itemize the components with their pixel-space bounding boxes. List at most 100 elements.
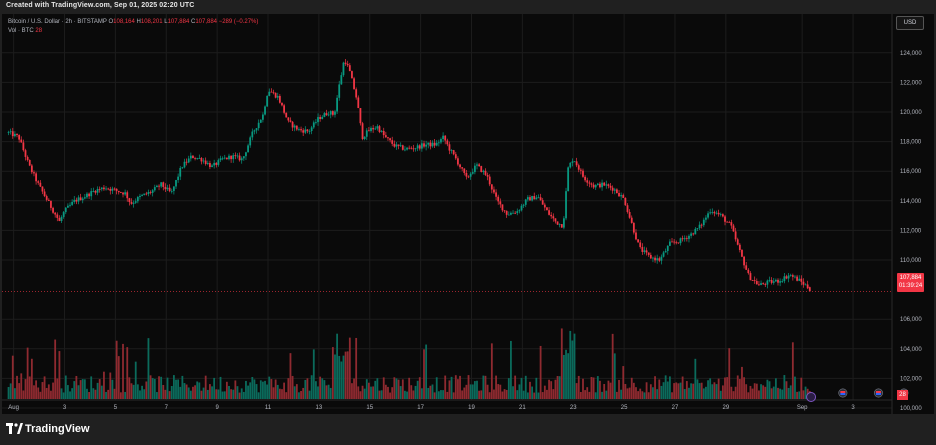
- volume-bar: [713, 382, 716, 399]
- candle-body: [304, 129, 307, 133]
- volume-bar: [181, 375, 184, 399]
- candle-body: [315, 122, 317, 123]
- candle-body: [228, 155, 230, 160]
- candle-body: [624, 197, 627, 206]
- y-tick-label: 118,000: [900, 140, 922, 146]
- candle-body: [179, 167, 182, 177]
- volume-bar: [266, 384, 269, 399]
- volume-bar: [452, 392, 455, 399]
- candle-body: [219, 158, 222, 161]
- candle-body: [431, 142, 434, 147]
- candle-body: [300, 129, 302, 131]
- volume-bar: [798, 391, 801, 399]
- candle-body: [690, 233, 692, 236]
- volume-bar: [28, 376, 31, 399]
- candle-body: [804, 284, 807, 286]
- legend-l-label: L: [164, 19, 168, 25]
- volume-bar: [414, 385, 417, 399]
- volume-bar: [596, 376, 599, 399]
- volume-bar: [367, 382, 370, 399]
- volume-bar: [448, 380, 451, 399]
- volume-bar: [442, 390, 444, 399]
- candle-body: [209, 163, 211, 168]
- volume-bar: [170, 385, 173, 399]
- volume-bar: [745, 384, 748, 399]
- candle-body: [64, 207, 67, 213]
- volume-bar: [35, 380, 37, 399]
- candle-body: [334, 111, 336, 115]
- volume-bar: [348, 337, 351, 399]
- legend-h-value: 108,201: [140, 19, 163, 25]
- volume-bar: [579, 391, 582, 399]
- price-chart[interactable]: 124,000 122,000 120,000 118,000 116,000 114,0…: [2, 14, 934, 414]
- candle-body: [741, 249, 743, 257]
- volume-bar: [507, 378, 510, 399]
- candle-body: [96, 189, 99, 193]
- candle-body: [365, 130, 368, 137]
- candle-body: [721, 214, 724, 217]
- volume-bar: [743, 377, 745, 399]
- volume-bar: [471, 384, 474, 399]
- candle-body: [166, 187, 169, 190]
- currency-button[interactable]: USD: [896, 16, 924, 30]
- candle-body: [94, 190, 97, 193]
- volume-bar: [370, 386, 372, 399]
- volume-bar: [245, 380, 247, 399]
- candle-body: [592, 184, 595, 188]
- chart-pane[interactable]: 124,000 122,000 120,000 118,000 116,000 114,0…: [2, 14, 934, 414]
- volume-bar: [524, 375, 527, 399]
- volume-bar: [569, 330, 572, 399]
- volume-bar: [726, 377, 729, 399]
- x-tick-label: 7: [165, 405, 169, 411]
- candle-body: [760, 283, 762, 285]
- volume-bar: [310, 375, 313, 399]
- top-bar: Created with TradingView.com, Sep 01, 20…: [0, 0, 936, 14]
- candle-body: [569, 162, 572, 168]
- candle-body: [187, 158, 190, 163]
- volume-bar: [594, 392, 597, 399]
- volume-bar: [721, 385, 724, 399]
- volume-bar: [276, 384, 279, 399]
- candle-body: [198, 158, 201, 159]
- volume-bar: [418, 377, 421, 399]
- volume-bar: [83, 379, 86, 399]
- candle-body: [194, 158, 196, 159]
- volume-bar: [374, 380, 377, 399]
- volume-bar: [134, 361, 137, 399]
- volume-bar: [230, 389, 233, 399]
- volume-bar: [643, 392, 646, 399]
- y-tick-label: 110,000: [900, 258, 922, 264]
- volume-bar: [618, 379, 620, 399]
- candle-body: [586, 180, 589, 183]
- volume-bar: [179, 386, 182, 399]
- candle-body: [245, 152, 247, 157]
- candle-body: [497, 196, 500, 202]
- candle-body: [35, 173, 37, 182]
- candle-body: [124, 192, 127, 195]
- candle-body: [387, 137, 389, 139]
- volume-bar: [139, 390, 141, 399]
- volume-bar: [9, 383, 12, 399]
- candle-body: [758, 284, 760, 286]
- legend-c-value: 107,884: [195, 19, 218, 25]
- volume-bar: [308, 390, 311, 399]
- candle-body: [522, 204, 525, 206]
- candle-body: [395, 144, 398, 147]
- volume-bar: [577, 375, 580, 399]
- candle-body: [281, 102, 283, 106]
- candle-body: [770, 280, 773, 283]
- volume-bar: [64, 375, 67, 399]
- volume-bar: [711, 384, 714, 399]
- candle-body: [185, 161, 188, 163]
- candle-body: [516, 211, 519, 214]
- candle-body: [607, 184, 610, 186]
- candle-body: [14, 133, 16, 137]
- candle-body: [357, 97, 360, 109]
- volume-bar: [162, 384, 165, 399]
- candle-body: [336, 97, 338, 112]
- volume-bar: [238, 392, 241, 399]
- volume-bar: [281, 389, 283, 399]
- volume-bar: [533, 392, 536, 399]
- candle-body: [747, 269, 750, 274]
- legend-symbol: Bitcoin / U.S. Dollar · 2h · BITSTAMP: [8, 19, 107, 25]
